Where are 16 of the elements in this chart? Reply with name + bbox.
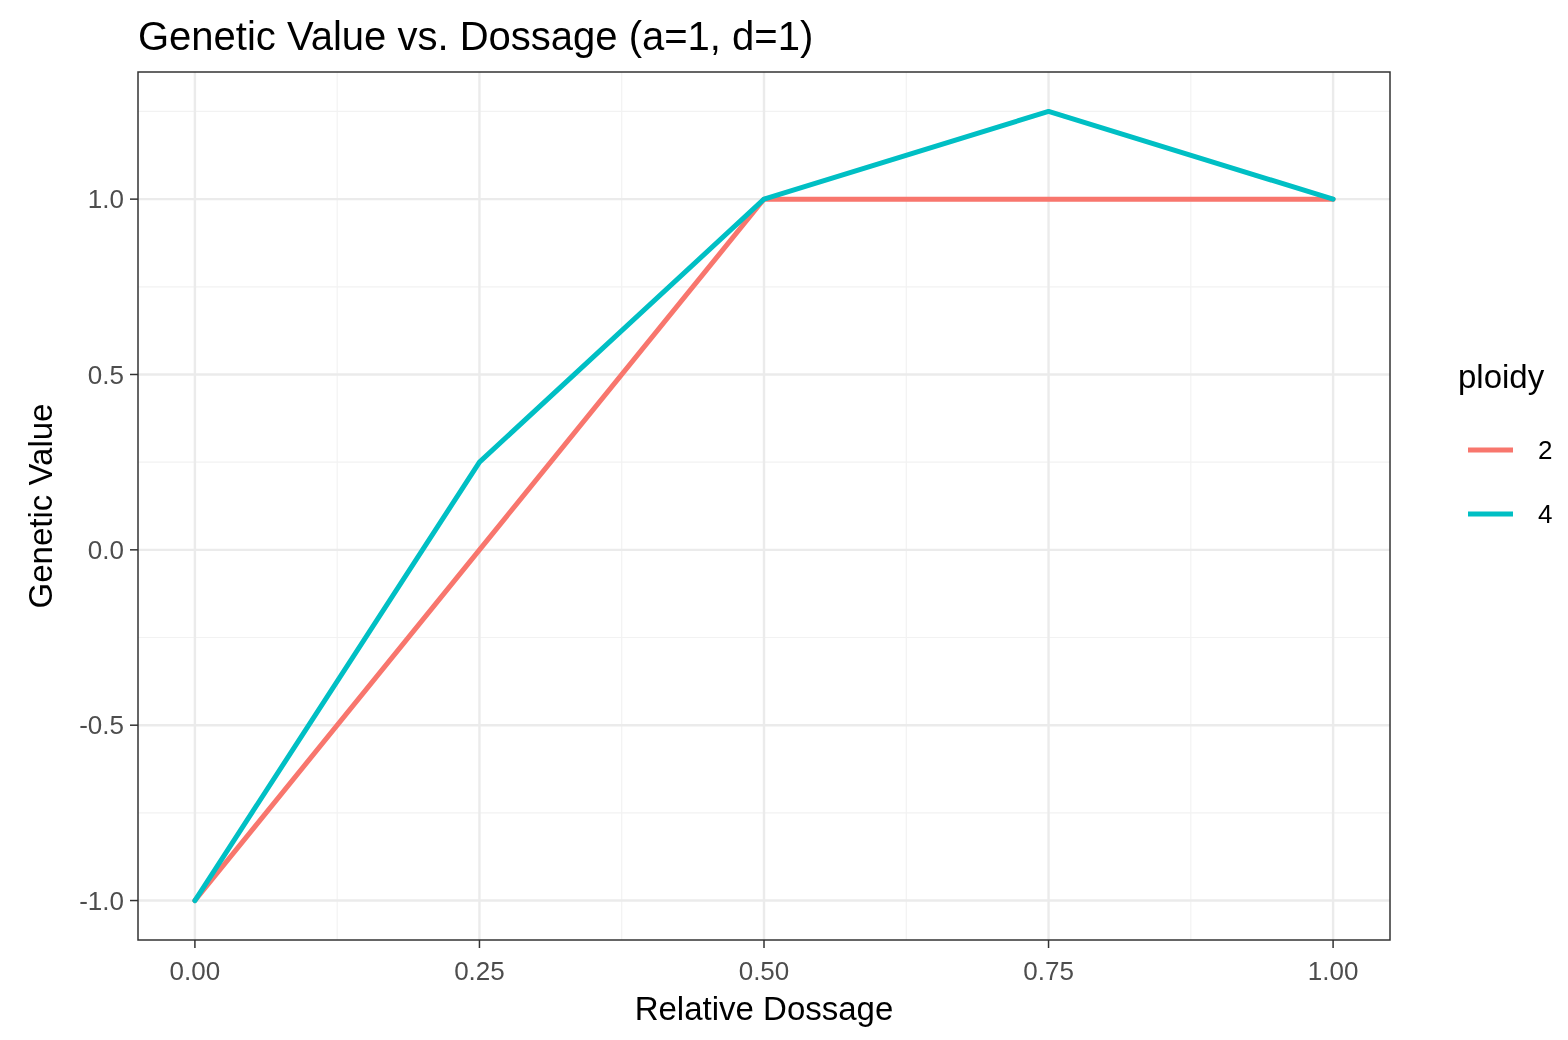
x-tick-label: 0.75 — [1023, 956, 1074, 986]
legend-label: 4 — [1538, 499, 1553, 530]
x-axis-title: Relative Dossage — [634, 990, 894, 1027]
y-tick-label: 1.0 — [87, 184, 124, 215]
x-tick-label: 0.50 — [738, 956, 790, 986]
x-tick-label: 0.25 — [454, 956, 505, 986]
x-tick-label: 0.00 — [169, 956, 221, 986]
legend-label: 2 — [1538, 435, 1553, 466]
chart-title: Genetic Value vs. Dossage (a=1, d=1) — [138, 14, 814, 58]
legend-title: ploidy — [1458, 358, 1545, 395]
y-tick-label: -0.5 — [79, 710, 124, 741]
x-tick-label: 1.00 — [1307, 956, 1359, 986]
y-tick-label: 0.0 — [87, 534, 124, 565]
y-tick-label: -1.0 — [79, 885, 124, 916]
y-tick-label: 0.5 — [87, 359, 124, 390]
y-axis-title: Genetic Value — [22, 403, 59, 609]
